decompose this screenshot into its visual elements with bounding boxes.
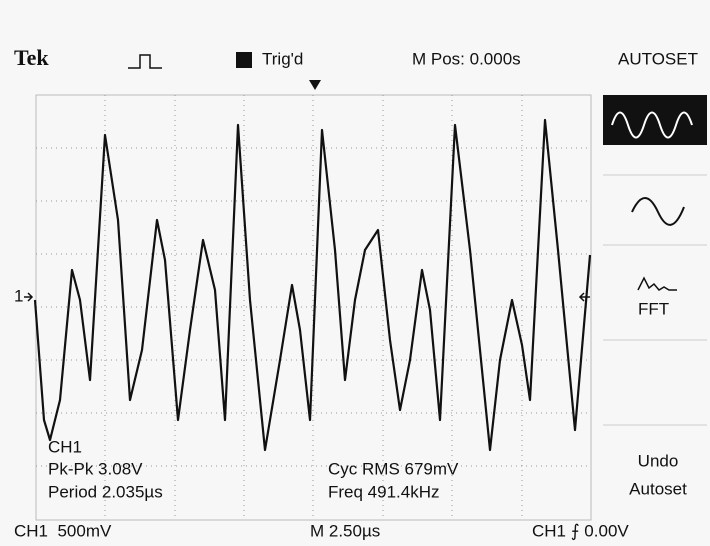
fft-label[interactable]: FFT (638, 299, 669, 318)
trigger-box (236, 52, 252, 68)
footer-scale: CH1 500mV (14, 521, 112, 540)
menu-title: AUTOSET (618, 49, 698, 68)
footer-time: M 2.50µs (310, 521, 380, 540)
menu-item-selected[interactable] (603, 95, 707, 145)
measure-freq: Freq 491.4kHz (328, 482, 440, 501)
measure-channel: CH1 (48, 437, 82, 456)
measure-rms: Cyc RMS 679mV (328, 459, 459, 478)
brand: Tek (14, 45, 49, 70)
undo-label[interactable]: Undo (638, 451, 679, 470)
undo-label[interactable]: Autoset (629, 479, 687, 498)
footer-trigger: CH1 ⨍ 0.00V (532, 521, 629, 540)
trigger-status: Trig'd (262, 49, 303, 68)
channel-marker: 1 (14, 286, 23, 305)
measure-period: Period 2.035µs (48, 482, 163, 501)
position: M Pos: 0.000s (412, 49, 521, 68)
oscilloscope-screen: Tek Trig'd M Pos: 0.000s AUTOSET 1 FFT U… (0, 0, 710, 546)
measure-pk-pk: Pk-Pk 3.08V (48, 459, 143, 478)
